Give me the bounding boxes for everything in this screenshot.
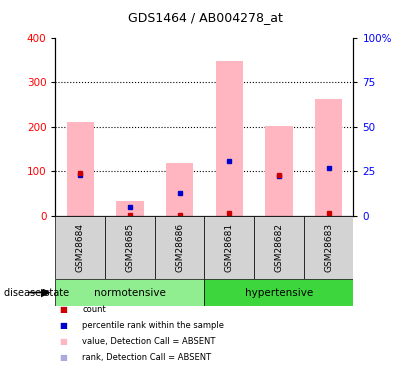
Bar <box>55 216 105 279</box>
Bar <box>166 163 193 216</box>
Text: value, Detection Call = ABSENT: value, Detection Call = ABSENT <box>82 337 216 346</box>
Text: hypertensive: hypertensive <box>245 288 313 297</box>
Bar <box>105 216 155 279</box>
Bar <box>205 279 353 306</box>
Text: count: count <box>82 305 106 314</box>
Bar <box>216 61 243 216</box>
Bar <box>254 216 304 279</box>
Bar <box>55 279 205 306</box>
Text: GSM28684: GSM28684 <box>76 223 85 272</box>
Bar <box>205 216 254 279</box>
Text: rank, Detection Call = ABSENT: rank, Detection Call = ABSENT <box>82 353 211 362</box>
Bar <box>116 201 143 216</box>
Text: GSM28681: GSM28681 <box>225 223 234 272</box>
Text: GDS1464 / AB004278_at: GDS1464 / AB004278_at <box>128 11 283 24</box>
Text: ▶: ▶ <box>41 288 49 297</box>
Text: GSM28682: GSM28682 <box>275 223 284 272</box>
Text: normotensive: normotensive <box>94 288 166 297</box>
Bar <box>315 99 342 216</box>
Text: ■: ■ <box>60 353 67 362</box>
Bar <box>304 216 353 279</box>
Text: ■: ■ <box>60 321 67 330</box>
Bar <box>155 216 204 279</box>
Text: GSM28685: GSM28685 <box>125 223 134 272</box>
Text: ■: ■ <box>60 305 67 314</box>
Text: GSM28686: GSM28686 <box>175 223 184 272</box>
Text: disease state: disease state <box>4 288 69 297</box>
Text: GSM28683: GSM28683 <box>324 223 333 272</box>
Text: ■: ■ <box>60 337 67 346</box>
Bar <box>266 126 293 216</box>
Text: percentile rank within the sample: percentile rank within the sample <box>82 321 224 330</box>
Bar <box>67 122 94 216</box>
